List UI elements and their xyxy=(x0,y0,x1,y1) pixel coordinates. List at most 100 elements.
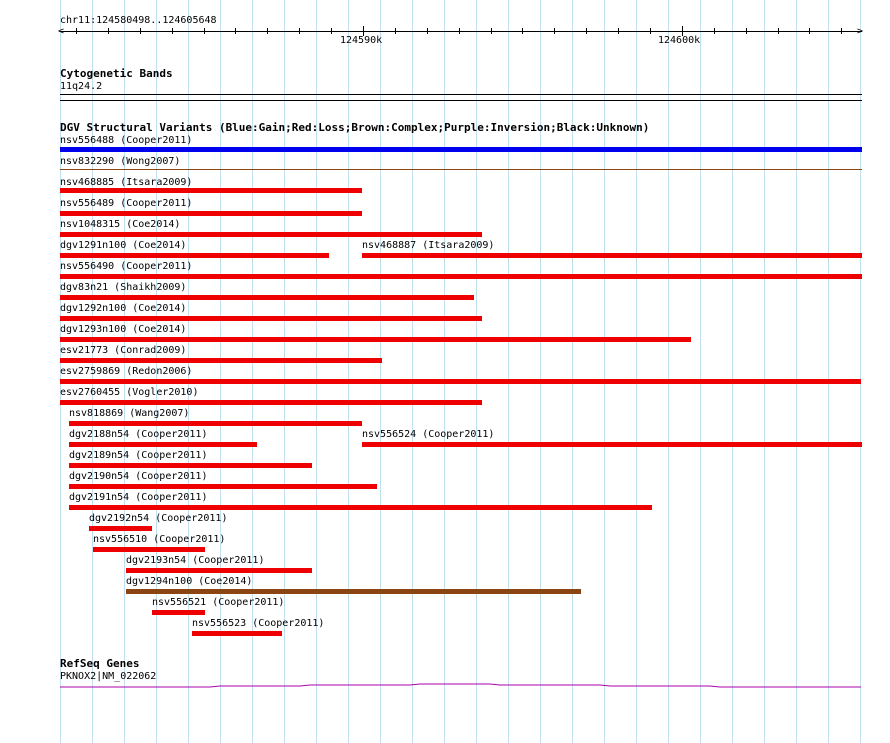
tick-label-124600k: 124600k xyxy=(658,35,701,46)
location-label: chr11:124580498..124605648 xyxy=(60,15,217,26)
ruler-minor-tick xyxy=(299,28,300,34)
variant-bar-dgv1292n100[interactable] xyxy=(60,316,482,321)
variant-label-dgv2193n54[interactable]: dgv2193n54 (Cooper2011) xyxy=(126,555,265,566)
variant-label-dgv83n21[interactable]: dgv83n21 (Shaikh2009) xyxy=(60,282,187,293)
variant-bar-esv21773[interactable] xyxy=(60,358,382,363)
grid-line xyxy=(572,0,573,743)
gene-model-line[interactable] xyxy=(60,683,861,688)
variant-bar-dgv2188n54[interactable] xyxy=(69,442,257,447)
ruler-minor-tick xyxy=(331,28,332,34)
variant-bar-dgv2192n54[interactable] xyxy=(89,526,152,531)
ruler-minor-tick xyxy=(76,28,77,34)
cytoband-line-top xyxy=(60,94,862,95)
variant-bar-nsv556523[interactable] xyxy=(192,631,282,636)
variant-bar-dgv2191n54[interactable] xyxy=(69,505,652,510)
variant-label-dgv1292n100[interactable]: dgv1292n100 (Coe2014) xyxy=(60,303,187,314)
variant-bar-nsv556490[interactable] xyxy=(60,274,862,279)
grid-line xyxy=(444,0,445,743)
ruler-minor-tick xyxy=(746,28,747,34)
variant-bar-dgv83n21[interactable] xyxy=(60,295,474,300)
variant-label-dgv2189n54[interactable]: dgv2189n54 (Cooper2011) xyxy=(69,450,208,461)
variant-bar-nsv1048315[interactable] xyxy=(60,232,482,237)
ruler-major-tick xyxy=(363,26,364,36)
grid-line xyxy=(92,0,93,743)
grid-line xyxy=(252,0,253,743)
variant-label-esv2759869[interactable]: esv2759869 (Redon2006) xyxy=(60,366,193,377)
variant-bar-nsv556488[interactable] xyxy=(60,147,862,152)
variant-label-dgv2190n54[interactable]: dgv2190n54 (Cooper2011) xyxy=(69,471,208,482)
ruler-minor-tick xyxy=(618,28,619,34)
variant-label-dgv1294n100[interactable]: dgv1294n100 (Coe2014) xyxy=(126,576,253,587)
ruler-minor-tick xyxy=(778,28,779,34)
ruler-minor-tick xyxy=(108,28,109,34)
ruler-minor-tick xyxy=(172,28,173,34)
variant-label-dgv2191n54[interactable]: dgv2191n54 (Cooper2011) xyxy=(69,492,208,503)
ruler-minor-tick xyxy=(841,28,842,34)
ruler-minor-tick xyxy=(235,28,236,34)
variant-bar-dgv2190n54[interactable] xyxy=(69,484,377,489)
grid-line xyxy=(828,0,829,743)
grid-line xyxy=(60,0,61,743)
ruler-major-tick xyxy=(682,26,683,36)
variant-bar-nsv468885[interactable] xyxy=(60,188,362,193)
variant-bar-esv2759869[interactable] xyxy=(60,379,861,384)
variant-bar-dgv1294n100[interactable] xyxy=(126,589,581,594)
refseq-track-title: RefSeq Genes xyxy=(60,657,140,670)
variant-bar-dgv1291n100[interactable] xyxy=(60,253,329,258)
ruler-minor-tick xyxy=(267,28,268,34)
gene-label[interactable]: PKNOX2|NM_022062 xyxy=(60,671,157,682)
grid-line xyxy=(540,0,541,743)
grid-line xyxy=(604,0,605,743)
variant-label-nsv1048315[interactable]: nsv1048315 (Coe2014) xyxy=(60,219,181,230)
variant-bar-nsv556489[interactable] xyxy=(60,211,362,216)
grid-line xyxy=(316,0,317,743)
variant-label-dgv2192n54[interactable]: dgv2192n54 (Cooper2011) xyxy=(89,513,228,524)
variant-label-nsv818869[interactable]: nsv818869 (Wang2007) xyxy=(69,408,190,419)
ruler-minor-tick xyxy=(650,28,651,34)
variant-label-nsv556510[interactable]: nsv556510 (Cooper2011) xyxy=(93,534,226,545)
variant-label-nsv556523[interactable]: nsv556523 (Cooper2011) xyxy=(192,618,325,629)
variant-label-dgv1291n100[interactable]: dgv1291n100 (Coe2014) xyxy=(60,240,187,251)
variant-label-esv2760455[interactable]: esv2760455 (Vogler2010) xyxy=(60,387,199,398)
variant-label-nsv468885[interactable]: nsv468885 (Itsara2009) xyxy=(60,177,193,188)
grid-line xyxy=(348,0,349,743)
variant-bar-nsv556521[interactable] xyxy=(152,610,205,615)
ruler-minor-tick xyxy=(427,28,428,34)
variant-bar-nsv556524[interactable] xyxy=(362,442,862,447)
grid-line xyxy=(508,0,509,743)
variant-label-nsv556524[interactable]: nsv556524 (Cooper2011) xyxy=(362,429,495,440)
grid-line xyxy=(156,0,157,743)
variant-label-nsv556489[interactable]: nsv556489 (Cooper2011) xyxy=(60,198,193,209)
variant-bar-esv2760455[interactable] xyxy=(60,400,482,405)
ruler-minor-tick xyxy=(522,28,523,34)
ruler-minor-tick xyxy=(586,28,587,34)
ruler-minor-tick xyxy=(204,28,205,34)
ruler-minor-tick xyxy=(491,28,492,34)
grid-line xyxy=(188,0,189,743)
variant-bar-nsv818869[interactable] xyxy=(69,421,362,426)
grid-line xyxy=(764,0,765,743)
variant-bar-nsv468887[interactable] xyxy=(362,253,862,258)
variant-label-nsv556488[interactable]: nsv556488 (Cooper2011) xyxy=(60,135,193,146)
cytoband-line-bottom xyxy=(60,100,862,101)
variant-bar-dgv1293n100[interactable] xyxy=(60,337,691,342)
variant-bar-dgv2189n54[interactable] xyxy=(69,463,312,468)
variant-bar-nsv556510[interactable] xyxy=(93,547,205,552)
grid-line xyxy=(284,0,285,743)
ruler-axis xyxy=(60,31,862,32)
grid-line xyxy=(636,0,637,743)
variant-label-esv21773[interactable]: esv21773 (Conrad2009) xyxy=(60,345,187,356)
variant-bar-dgv2193n54[interactable] xyxy=(126,568,312,573)
variant-bar-nsv832290[interactable] xyxy=(60,169,862,170)
ruler-minor-tick xyxy=(714,28,715,34)
variant-label-nsv832290[interactable]: nsv832290 (Wong2007) xyxy=(60,156,181,167)
variant-label-dgv2188n54[interactable]: dgv2188n54 (Cooper2011) xyxy=(69,429,208,440)
variant-label-nsv556490[interactable]: nsv556490 (Cooper2011) xyxy=(60,261,193,272)
variant-label-nsv556521[interactable]: nsv556521 (Cooper2011) xyxy=(152,597,285,608)
variant-label-nsv468887[interactable]: nsv468887 (Itsara2009) xyxy=(362,240,495,251)
variant-label-dgv1293n100[interactable]: dgv1293n100 (Coe2014) xyxy=(60,324,187,335)
grid-line xyxy=(860,0,861,743)
grid-line xyxy=(796,0,797,743)
ruler-left-arrow-icon: < xyxy=(58,26,65,37)
